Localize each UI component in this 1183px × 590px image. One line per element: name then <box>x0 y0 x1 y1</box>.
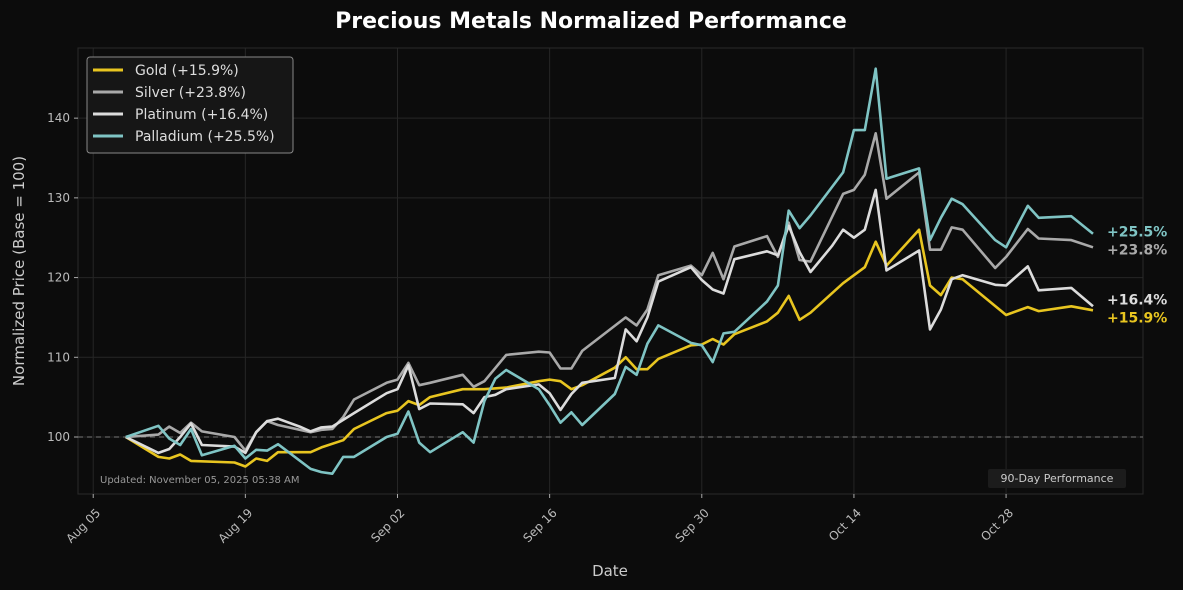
legend-item-gold: Gold (+15.9%) <box>135 63 239 79</box>
y-tick-label: 120 <box>47 271 70 285</box>
legend: Gold (+15.9%) Silver (+23.8%) Platinum (+1… <box>86 56 294 154</box>
y-tick-label: 110 <box>47 350 70 364</box>
end-label-palladium: +25.5% <box>1107 225 1167 241</box>
end-label-silver: +23.8% <box>1107 243 1167 259</box>
x-axis-label: Date <box>592 562 628 580</box>
end-label-gold: +15.9% <box>1107 310 1167 326</box>
legend-box <box>86 56 294 154</box>
series-lines <box>125 67 1094 475</box>
y-tick-label: 130 <box>47 191 70 205</box>
legend-item-platinum: Platinum (+16.4%) <box>135 107 268 123</box>
y-tick-label: 140 <box>47 111 70 125</box>
y-tick-label: 100 <box>47 430 70 444</box>
chart-title: Precious Metals Normalized Performance <box>335 9 847 34</box>
end-label-platinum: +16.4% <box>1107 292 1167 308</box>
period-annotation: 90-Day Performance <box>1001 472 1114 485</box>
grid <box>78 48 1143 494</box>
series-line-gold <box>125 228 1094 468</box>
end-labels: +15.9% +23.8% +16.4% +25.5% <box>1107 225 1167 327</box>
legend-item-silver: Silver (+23.8%) <box>135 85 246 101</box>
plot-frame <box>77 47 1144 495</box>
updated-annotation: Updated: November 05, 2025 05:38 AM <box>100 475 300 486</box>
y-axis-label: Normalized Price (Base = 100) <box>10 156 28 386</box>
y-axis-ticks: 100 110 120 130 140 <box>47 111 78 444</box>
series-line-platinum <box>125 188 1094 455</box>
period-badge <box>988 469 1126 488</box>
series-line-palladium <box>125 67 1094 475</box>
legend-item-palladium: Palladium (+25.5%) <box>135 129 275 145</box>
